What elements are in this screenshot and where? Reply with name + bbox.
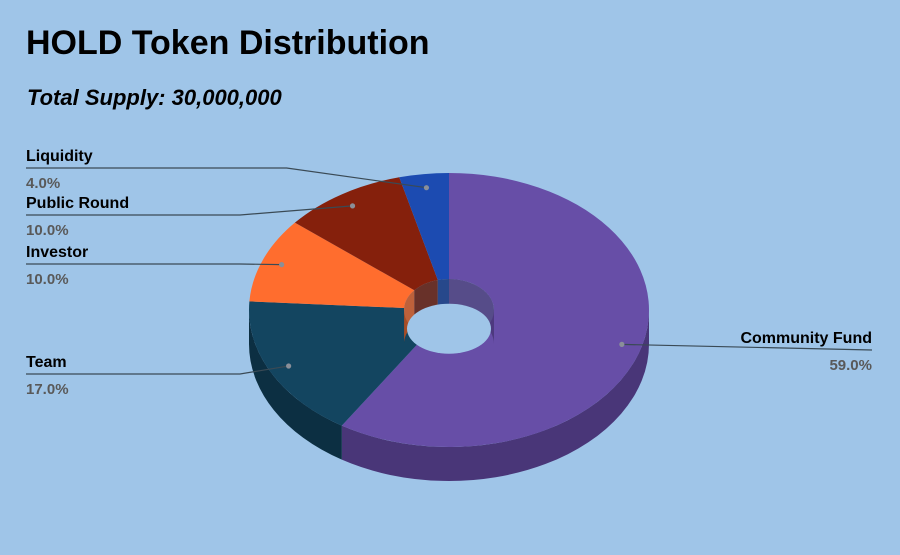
slice-inner-investor (404, 290, 415, 343)
chart-title: HOLD Token Distribution (26, 24, 430, 62)
slice-liquidity (399, 173, 449, 280)
slice-team (248, 301, 425, 426)
slice-label-team: Team (26, 354, 67, 371)
chart-subtitle: Total Supply: 30,000,000 (27, 85, 282, 110)
slice-public-round (294, 177, 438, 291)
leader-line-public-round (26, 205, 353, 216)
slice-label-investor: Investor (26, 244, 88, 261)
slice-value-community-fund: 59.0% (829, 357, 872, 374)
leader-dot-investor (279, 262, 285, 268)
leader-dot-liquidity (423, 185, 430, 191)
slice-label-public-round: Public Round (26, 195, 129, 212)
slice-value-investor: 10.0% (26, 271, 69, 288)
slice-value-public-round: 10.0% (26, 222, 69, 239)
slice-side-community-fund (341, 310, 649, 481)
donut-hole (407, 303, 491, 354)
leader-line-community-fund (621, 343, 873, 351)
leader-dot-public-round (349, 203, 356, 209)
leader-dot-team (286, 363, 292, 369)
slice-side-team (249, 310, 342, 460)
leader-dot-community-fund (619, 341, 625, 347)
slice-label-liquidity: Liquidity (26, 148, 93, 165)
slice-label-community-fund: Community Fund (740, 330, 872, 347)
slice-investor (249, 222, 415, 309)
leader-line-team (26, 365, 289, 375)
leader-line-investor (26, 263, 282, 266)
leader-line-liquidity (26, 167, 427, 189)
slice-value-team: 17.0% (26, 381, 69, 398)
slice-value-liquidity: 4.0% (26, 175, 60, 192)
slice-community-fund (341, 173, 650, 447)
